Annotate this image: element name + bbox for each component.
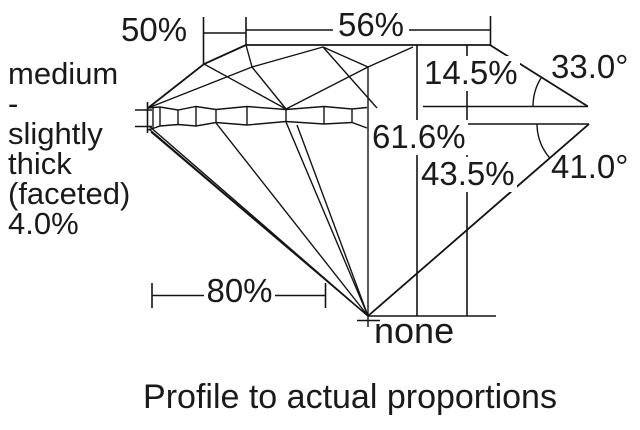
girdle-line-1: medium bbox=[8, 56, 119, 91]
lower-girdle-length-label: 80% bbox=[204, 273, 275, 309]
girdle-line-4: thick bbox=[8, 146, 72, 181]
star-length-label: 50% bbox=[121, 11, 188, 48]
culet-label: none bbox=[374, 310, 455, 351]
pavilion-facet-lines bbox=[148, 121, 369, 327]
girdle-line-6: 4.0% bbox=[8, 206, 79, 241]
total-depth-label: 61.6% bbox=[370, 118, 468, 155]
girdle-thickness-label: medium - slightly thick (faceted) 4.0% bbox=[8, 56, 131, 241]
diamond-outline bbox=[147, 44, 590, 317]
girdle-line-5: (faceted) bbox=[8, 176, 131, 211]
girdle-band bbox=[147, 105, 368, 131]
crown-height-label: 14.5% bbox=[422, 54, 520, 91]
pavilion-angle-label: 41.0° bbox=[551, 148, 629, 185]
girdle-line-2: - bbox=[8, 86, 19, 121]
crown-angle-label: 33.0° bbox=[551, 48, 629, 85]
girdle-line-3: slightly bbox=[8, 116, 103, 151]
table-size-label: 56% bbox=[333, 7, 409, 43]
angle-arcs bbox=[532, 77, 551, 159]
crown-facet-lines bbox=[147, 44, 414, 128]
pavilion-depth-label: 43.5% bbox=[419, 155, 517, 192]
diagram-caption: Profile to actual proportions bbox=[143, 378, 557, 416]
